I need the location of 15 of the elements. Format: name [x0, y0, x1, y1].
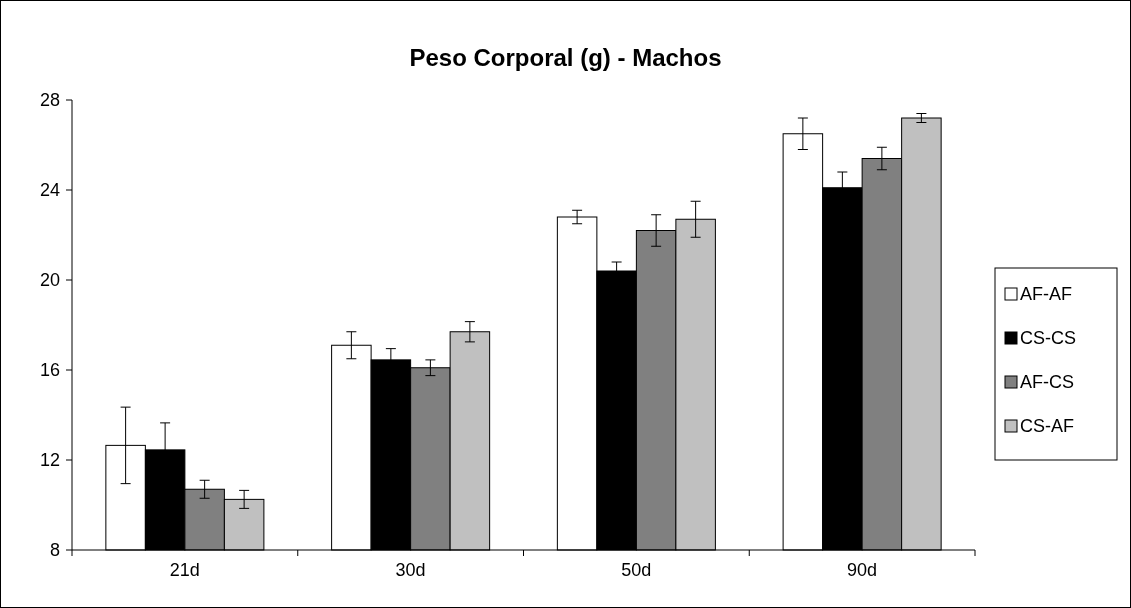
x-tick-label: 50d [621, 560, 652, 580]
legend-label: CS-AF [1020, 416, 1074, 437]
y-tick-label: 28 [39, 90, 60, 111]
x-tick-label: 90d [847, 560, 878, 580]
y-tick-label: 24 [39, 180, 60, 201]
legend-label: CS-CS [1020, 328, 1077, 349]
y-tick-label: 16 [39, 360, 60, 381]
legend-label: AF-CS [1020, 372, 1074, 393]
y-tick-label: 20 [39, 270, 60, 291]
y-tick-label: 12 [39, 450, 60, 471]
x-tick-label: 21d [169, 560, 200, 580]
chart-title: Peso Corporal (g) - Machos [409, 44, 722, 71]
legend-label: AF-AF [1020, 284, 1072, 305]
x-tick-label: 30d [395, 560, 426, 580]
y-tick-label: 8 [49, 540, 60, 561]
